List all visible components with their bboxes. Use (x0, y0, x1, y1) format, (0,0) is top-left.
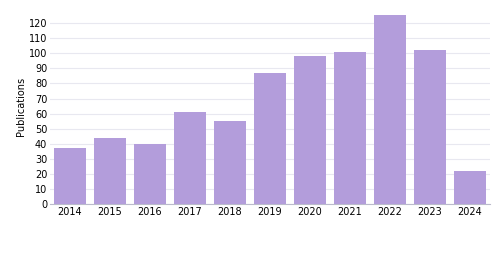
Bar (134, 144, 166, 204)
Bar (374, 15, 406, 204)
Bar (334, 52, 366, 204)
Bar (174, 112, 206, 204)
Bar (94, 138, 126, 204)
Bar (214, 121, 246, 204)
Bar (414, 50, 446, 204)
Bar (454, 171, 486, 204)
Bar (254, 73, 286, 204)
Bar (294, 56, 326, 204)
Bar (54, 149, 86, 204)
Y-axis label: Publications: Publications (16, 77, 26, 136)
